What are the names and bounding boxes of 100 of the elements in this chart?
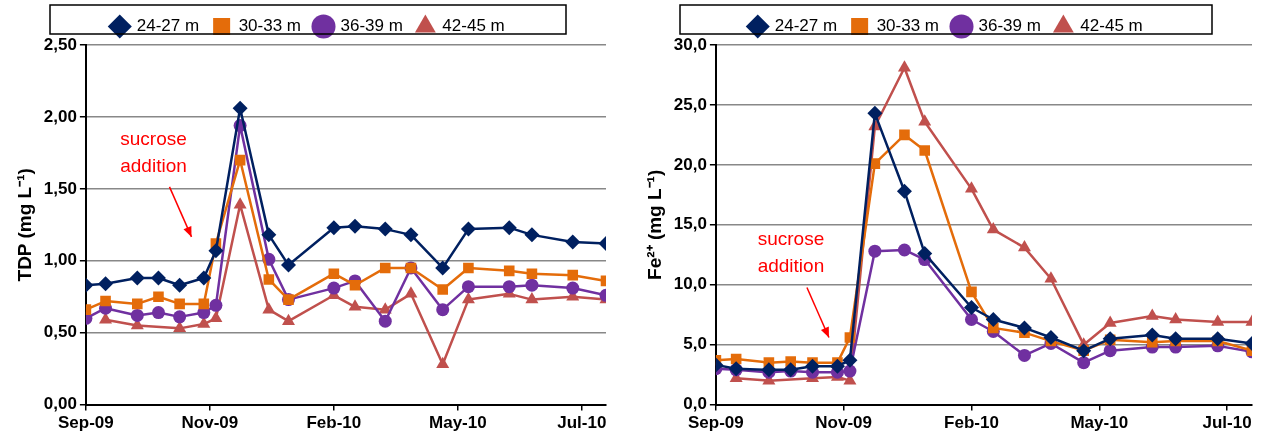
point: [1044, 271, 1058, 283]
point: [1144, 327, 1160, 343]
x-tick-label: May-10: [429, 413, 487, 433]
point: [1103, 315, 1117, 327]
point: [233, 197, 247, 209]
point: [280, 257, 296, 273]
x-tick-label: Nov-09: [181, 413, 239, 433]
point: [918, 114, 932, 126]
x-tick-label: Sep-09: [58, 413, 114, 433]
point: [151, 306, 165, 320]
point: [502, 280, 516, 294]
point: [896, 183, 912, 199]
point: [208, 243, 224, 259]
point: [379, 262, 391, 274]
point: [525, 292, 539, 304]
point: [985, 312, 1001, 327]
point: [377, 221, 393, 237]
point: [503, 265, 515, 277]
y-tick-label: 25,0: [673, 94, 707, 114]
point: [919, 145, 931, 156]
point: [174, 298, 185, 310]
point: [150, 270, 166, 286]
point: [964, 313, 978, 326]
point: [197, 316, 211, 328]
legend-label: 36-39 m: [340, 16, 403, 36]
y-tick-label: 5,0: [683, 334, 707, 354]
point: [524, 227, 540, 243]
point: [501, 220, 517, 236]
point: [1016, 320, 1032, 336]
y-tick-label: 0,0: [683, 394, 707, 414]
point: [209, 310, 223, 323]
point: [805, 358, 821, 374]
legend-label: 36-39 m: [978, 16, 1041, 36]
x-tick-label: May-10: [1070, 413, 1129, 433]
point: [326, 220, 342, 236]
point: [897, 60, 911, 72]
point: [1168, 331, 1184, 347]
x-tick-label: Sep-09: [688, 413, 744, 433]
point: [378, 314, 392, 328]
point: [1017, 348, 1031, 362]
x-tick-label: Feb-10: [944, 413, 999, 433]
legend-label: 30-33 m: [238, 16, 302, 36]
point: [565, 234, 581, 250]
annotation: sucrose addition: [120, 127, 187, 176]
point: [209, 298, 223, 312]
point: [868, 244, 882, 258]
point: [567, 269, 579, 281]
y-tick-label: 2,00: [43, 106, 77, 126]
point: [897, 243, 911, 257]
point: [1169, 312, 1183, 324]
point: [1145, 308, 1159, 320]
point: [1077, 356, 1091, 370]
point: [281, 313, 295, 325]
point: [129, 270, 145, 286]
point: [964, 181, 978, 193]
point: [461, 280, 475, 294]
point: [173, 310, 187, 324]
point: [347, 218, 363, 234]
point: [172, 277, 188, 293]
point: [843, 364, 857, 378]
y-tick-label: 1,00: [43, 250, 77, 270]
point: [262, 302, 276, 314]
point: [196, 270, 212, 286]
point: [1017, 240, 1031, 252]
legend-label: 42-45 m: [1080, 16, 1143, 36]
point: [460, 221, 476, 237]
point: [966, 286, 977, 298]
point: [566, 281, 580, 295]
annotation: sucrose addition: [757, 228, 825, 277]
point: [435, 260, 451, 276]
y-tick-label: 15,0: [673, 214, 707, 234]
point: [404, 286, 418, 298]
y-axis-title: Fe²⁺ (mg L⁻¹): [643, 169, 665, 280]
point: [130, 308, 144, 322]
point: [327, 281, 341, 295]
point: [261, 227, 277, 243]
legend-label: 42-45 m: [442, 16, 505, 36]
point: [437, 284, 449, 295]
point: [1043, 329, 1059, 345]
y-tick-label: 0,50: [43, 322, 77, 342]
y-tick-label: 30,0: [673, 34, 707, 54]
point: [963, 300, 979, 316]
point: [100, 295, 111, 307]
legend-label: 24-27 m: [136, 16, 200, 36]
point: [1210, 331, 1226, 347]
y-tick-label: 1,50: [43, 178, 77, 198]
y-axis-title: TDP (mg L⁻¹): [13, 168, 35, 282]
y-tick-label: 2,50: [43, 34, 77, 54]
x-tick-label: Nov-09: [815, 413, 873, 433]
y-tick-label: 10,0: [673, 274, 707, 294]
legend-label: 24-27 m: [774, 16, 838, 36]
point: [525, 278, 539, 292]
point: [463, 262, 474, 274]
point: [917, 246, 933, 262]
point: [131, 298, 143, 310]
point: [153, 291, 164, 303]
point: [461, 292, 475, 304]
point: [1211, 314, 1225, 326]
point: [328, 268, 340, 280]
point: [232, 100, 248, 116]
